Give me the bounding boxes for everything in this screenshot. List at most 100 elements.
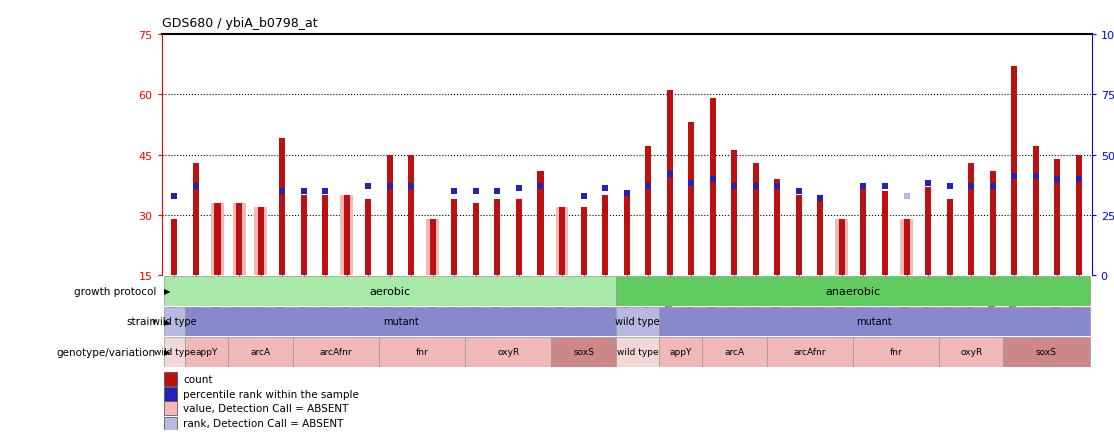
- Bar: [344, 195, 350, 276]
- Bar: [616, 276, 1089, 306]
- Bar: [839, 220, 844, 276]
- Bar: [257, 207, 264, 276]
- Text: oxyR: oxyR: [497, 348, 519, 356]
- Text: rank, Detection Call = ABSENT: rank, Detection Call = ABSENT: [183, 418, 343, 428]
- Bar: [616, 337, 658, 367]
- Bar: [1004, 337, 1089, 367]
- Bar: [211, 203, 224, 276]
- Bar: [852, 337, 939, 367]
- Bar: [766, 337, 852, 367]
- Text: growth protocol: growth protocol: [74, 286, 156, 296]
- Bar: [616, 307, 658, 336]
- Text: ▶: ▶: [164, 287, 170, 296]
- Bar: [387, 155, 393, 276]
- Bar: [710, 99, 716, 276]
- Bar: [836, 220, 849, 276]
- Bar: [228, 337, 293, 367]
- Text: percentile rank within the sample: percentile rank within the sample: [183, 389, 359, 399]
- Bar: [551, 337, 616, 367]
- Bar: [666, 91, 673, 276]
- Bar: [1012, 67, 1017, 276]
- Text: wild type: wild type: [153, 317, 197, 326]
- Bar: [495, 199, 500, 276]
- Text: appY: appY: [196, 348, 218, 356]
- Bar: [1054, 159, 1061, 276]
- Text: fnr: fnr: [416, 348, 429, 356]
- Bar: [903, 220, 909, 276]
- Bar: [900, 220, 913, 276]
- Bar: [430, 220, 436, 276]
- Bar: [165, 417, 176, 430]
- Text: genotype/variation: genotype/variation: [57, 347, 156, 357]
- Text: mutant: mutant: [383, 317, 419, 326]
- Bar: [164, 337, 185, 367]
- Bar: [580, 207, 587, 276]
- Bar: [185, 307, 616, 336]
- Bar: [939, 337, 1004, 367]
- Bar: [968, 163, 974, 276]
- Text: soxS: soxS: [1036, 348, 1057, 356]
- Bar: [365, 199, 371, 276]
- Bar: [925, 187, 931, 276]
- Bar: [774, 179, 781, 276]
- Text: value, Detection Call = ABSENT: value, Detection Call = ABSENT: [183, 403, 349, 413]
- Bar: [472, 203, 479, 276]
- Text: wild type: wild type: [615, 317, 659, 326]
- Bar: [164, 276, 616, 306]
- Bar: [233, 203, 245, 276]
- Text: ▶: ▶: [164, 348, 170, 356]
- Bar: [658, 337, 702, 367]
- Bar: [795, 195, 802, 276]
- Bar: [427, 220, 439, 276]
- Bar: [947, 199, 952, 276]
- Bar: [340, 195, 353, 276]
- Bar: [516, 199, 522, 276]
- Bar: [236, 203, 242, 276]
- Bar: [731, 151, 737, 276]
- Bar: [753, 163, 759, 276]
- Text: oxyR: oxyR: [960, 348, 983, 356]
- Bar: [215, 203, 221, 276]
- Text: mutant: mutant: [857, 317, 892, 326]
- Text: soxS: soxS: [573, 348, 594, 356]
- Bar: [602, 195, 608, 276]
- Bar: [293, 337, 379, 367]
- Bar: [860, 183, 867, 276]
- Bar: [172, 220, 177, 276]
- Bar: [624, 195, 629, 276]
- Text: arcAfnr: arcAfnr: [793, 348, 825, 356]
- Bar: [280, 139, 285, 276]
- Text: anaerobic: anaerobic: [825, 286, 880, 296]
- Bar: [1076, 155, 1082, 276]
- Bar: [882, 191, 888, 276]
- Bar: [254, 207, 267, 276]
- Bar: [451, 199, 458, 276]
- Bar: [164, 307, 185, 336]
- Text: GDS680 / ybiA_b0798_at: GDS680 / ybiA_b0798_at: [162, 17, 317, 30]
- Bar: [702, 337, 766, 367]
- Bar: [989, 171, 996, 276]
- Text: arcAfnr: arcAfnr: [320, 348, 352, 356]
- Bar: [645, 147, 652, 276]
- Bar: [1033, 147, 1038, 276]
- Text: count: count: [183, 374, 213, 384]
- Bar: [559, 207, 565, 276]
- Bar: [165, 401, 176, 415]
- Bar: [185, 337, 228, 367]
- Text: aerobic: aerobic: [369, 286, 410, 296]
- Bar: [379, 337, 466, 367]
- Bar: [193, 163, 199, 276]
- Text: ▶: ▶: [164, 317, 170, 326]
- Bar: [301, 195, 306, 276]
- Bar: [556, 207, 568, 276]
- Bar: [658, 307, 1089, 336]
- Bar: [818, 195, 823, 276]
- Text: wild type: wild type: [154, 348, 195, 356]
- Text: strain: strain: [126, 317, 156, 326]
- Bar: [165, 387, 176, 401]
- Bar: [688, 123, 694, 276]
- Bar: [466, 337, 551, 367]
- Text: appY: appY: [670, 348, 692, 356]
- Bar: [165, 372, 176, 386]
- Text: arcA: arcA: [251, 348, 271, 356]
